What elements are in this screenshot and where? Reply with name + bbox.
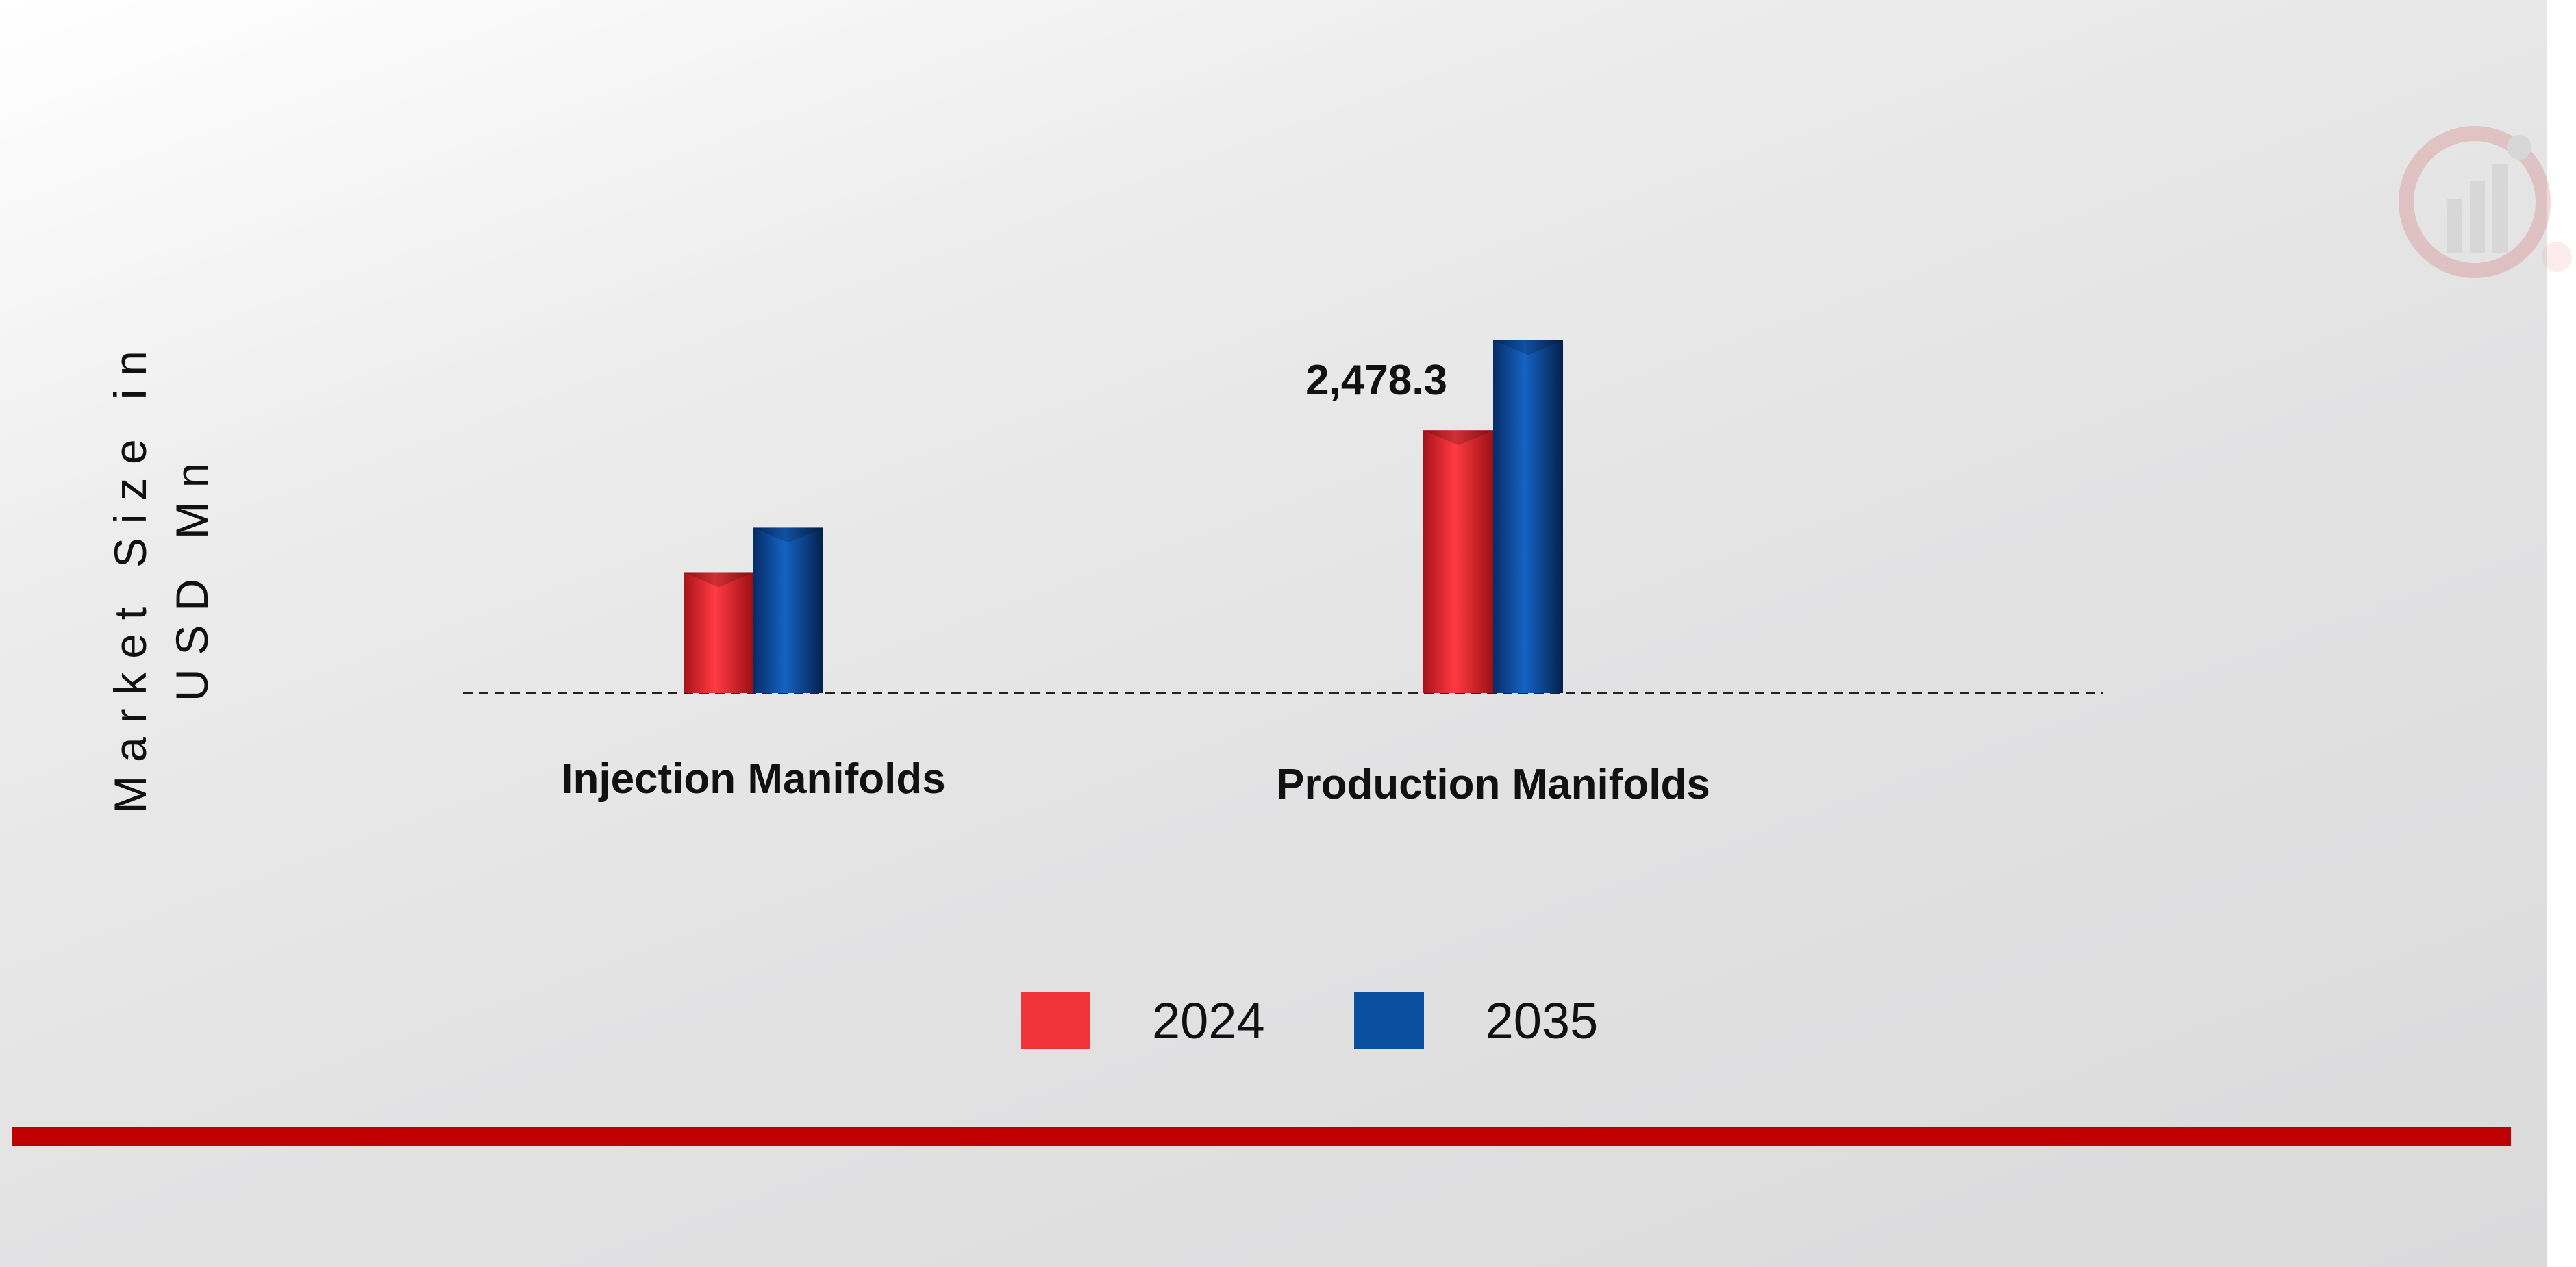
- legend-item-2024: 2024: [1021, 992, 1265, 1050]
- bar-cap-injection-manifolds-2035: [753, 527, 823, 543]
- bar-injection-manifolds-2024: [684, 572, 753, 693]
- bar-cap-production-manifolds-2024: [1423, 430, 1493, 446]
- x-tick-label-injection-manifolds: Injection Manifolds: [561, 755, 945, 803]
- bar-cap-production-manifolds-2035: [1493, 340, 1563, 355]
- legend-item-2035: 2035: [1353, 992, 1599, 1050]
- data-label-production-manifolds-2024: 2,478.3: [1305, 357, 1447, 404]
- bar-production-manifolds-2024: [1423, 430, 1493, 693]
- bar-injection-manifolds-2035: [753, 527, 823, 693]
- x-tick-label-production-manifolds: Production Manifolds: [1276, 761, 1710, 808]
- brand-logo-icon: [2399, 126, 2572, 278]
- bar-cap-injection-manifolds-2024: [684, 572, 753, 588]
- legend: 2024 2035: [1021, 992, 1687, 1049]
- legend-label-2024: 2024: [1152, 992, 1265, 1049]
- y-axis-title: Market Size in USD Mn: [105, 337, 217, 814]
- bar-production-manifolds-2035: [1493, 340, 1563, 694]
- bottom-accent-rule: [12, 1127, 2511, 1146]
- legend-swatch-2024: [1021, 992, 1090, 1049]
- legend-label-2035: 2035: [1485, 992, 1599, 1049]
- legend-swatch-2035: [1353, 992, 1424, 1049]
